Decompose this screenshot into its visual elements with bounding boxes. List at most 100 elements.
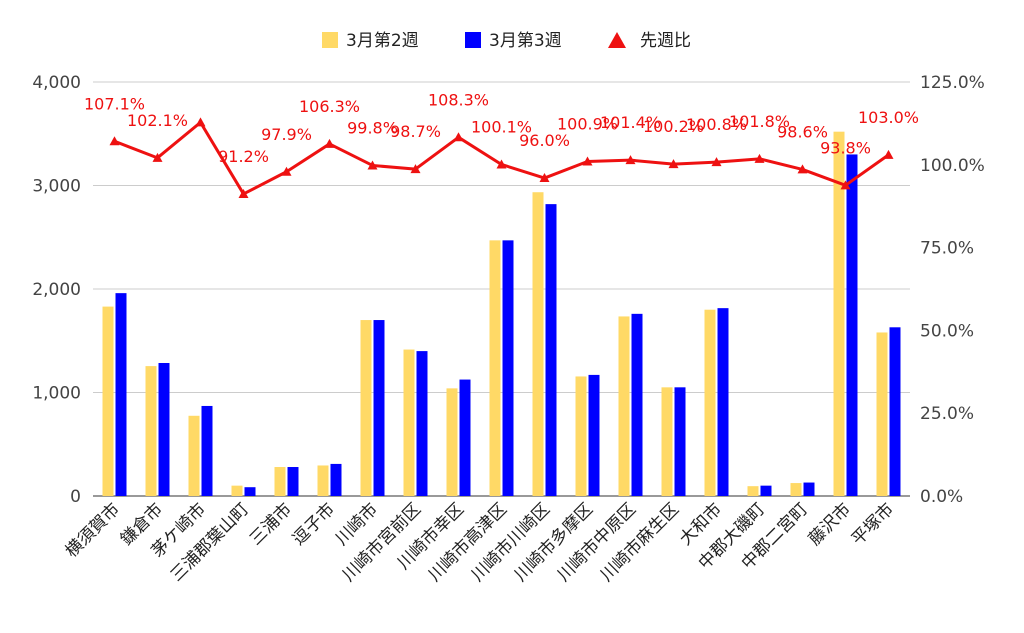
line-point — [281, 166, 292, 176]
bar-1 — [489, 240, 501, 496]
legend: 3月第2週 3月第3週 先週比 — [322, 31, 691, 51]
data-label: 108.3% — [428, 90, 489, 109]
data-label: 107.1% — [84, 94, 145, 113]
bar-2 — [760, 485, 772, 496]
line-point — [797, 164, 808, 174]
bar-2 — [287, 467, 299, 496]
bar-1 — [532, 192, 544, 497]
bar-1 — [231, 485, 243, 496]
data-label: 93.8% — [820, 138, 871, 157]
bar-2 — [889, 327, 901, 496]
line-point — [625, 155, 636, 165]
line-point — [711, 157, 722, 167]
y-right-tick-label: 25.0% — [920, 404, 974, 424]
line-point — [410, 164, 421, 174]
line-point — [840, 180, 851, 190]
bar-1 — [618, 316, 630, 496]
bar-2 — [674, 387, 686, 496]
bar-2 — [373, 320, 385, 496]
y-right-tick-label: 125.0% — [920, 73, 985, 93]
bar-1 — [274, 467, 286, 496]
bar-2 — [416, 351, 428, 496]
data-label: 96.0% — [519, 131, 570, 150]
legend-label-series-3: 先週比 — [640, 31, 691, 51]
bar-2 — [459, 379, 471, 496]
bar-1 — [446, 388, 458, 496]
y-right-tick-label: 0.0% — [920, 487, 963, 507]
bar-2 — [545, 204, 557, 496]
bar-2 — [846, 154, 858, 496]
line-point — [109, 136, 120, 146]
bar-1 — [790, 483, 802, 496]
y-left-tick-label: 4,000 — [32, 73, 81, 93]
data-label: 100.9% — [557, 114, 618, 133]
bar-1 — [876, 332, 888, 496]
legend-swatch-series-1 — [322, 32, 338, 48]
bar-1 — [661, 387, 673, 496]
data-label: 103.0% — [858, 108, 919, 127]
bar-2 — [158, 363, 170, 496]
data-label: 100.8% — [686, 115, 747, 134]
legend-swatch-series-2 — [465, 32, 481, 48]
data-label: 100.2% — [643, 117, 704, 136]
x-tick-label: 横須賀市 — [62, 499, 124, 561]
data-label: 106.3% — [299, 97, 360, 116]
legend-label-series-1: 3月第2週 — [346, 31, 419, 51]
bar-1 — [403, 349, 415, 496]
line-point — [152, 152, 163, 162]
y-left-tick-label: 3,000 — [32, 177, 81, 197]
line-point — [496, 159, 507, 169]
bar-1 — [102, 306, 114, 496]
bar-2 — [803, 482, 815, 496]
bar-2 — [502, 240, 514, 496]
line-point — [582, 156, 593, 166]
data-label: 91.2% — [218, 147, 269, 166]
line-point — [754, 153, 765, 163]
data-label: 100.1% — [471, 117, 532, 136]
line-point — [324, 138, 335, 148]
data-label: 102.1% — [127, 111, 188, 130]
bar-1 — [317, 465, 329, 496]
x-axis: 横須賀市鎌倉市茅ケ崎市三浦郡葉山町三浦市逗子市川崎市川崎市宮前区川崎市幸区川崎市… — [62, 499, 898, 585]
gridlines — [93, 81, 910, 497]
x-tick-label: 三浦市 — [246, 499, 296, 549]
data-label: 101.4% — [600, 113, 661, 132]
line-series: 107.1%102.1% 91.2% 97.9% 106.3% 99.8%98.7% 10… — [84, 90, 919, 198]
bar-1 — [575, 376, 587, 496]
line-point — [367, 160, 378, 170]
line-point — [668, 159, 679, 169]
x-tick-label: 逗子市 — [289, 499, 339, 549]
y-axis-left: 0 1,000 2,000 3,000 4,000 — [32, 73, 81, 507]
bar-series — [102, 131, 901, 497]
legend-marker-series-3 — [608, 32, 626, 48]
line-point — [883, 149, 894, 159]
data-label: 99.8% — [347, 118, 398, 137]
y-axis-right: 0.0% 25.0% 50.0% 75.0% 100.0% 125.0% — [920, 73, 985, 507]
data-label: 97.9% — [261, 125, 312, 144]
y-left-tick-label: 1,000 — [32, 384, 81, 404]
bar-1 — [833, 131, 845, 496]
data-label: 98.6% — [777, 122, 828, 141]
y-right-tick-label: 75.0% — [920, 239, 974, 259]
bar-1 — [704, 309, 716, 496]
data-label: 101.8% — [729, 112, 790, 131]
line-point — [195, 117, 206, 127]
bar-2 — [115, 293, 127, 496]
bar-2 — [588, 374, 600, 496]
bar-1 — [145, 366, 157, 496]
legend-label-series-2: 3月第3週 — [489, 31, 562, 51]
bar-1 — [188, 415, 200, 496]
y-left-tick-label: 0 — [70, 487, 81, 507]
bar-1 — [747, 486, 759, 496]
y-right-tick-label: 50.0% — [920, 321, 974, 341]
bar-2 — [244, 487, 256, 496]
x-tick-label: 平塚市 — [848, 499, 898, 549]
data-label: 98.7% — [390, 122, 441, 141]
line-point — [453, 132, 464, 142]
bar-2 — [631, 313, 643, 496]
bar-2 — [717, 308, 729, 496]
bar-2 — [201, 405, 213, 496]
y-left-tick-label: 2,000 — [32, 280, 81, 300]
bar-1 — [360, 320, 372, 496]
